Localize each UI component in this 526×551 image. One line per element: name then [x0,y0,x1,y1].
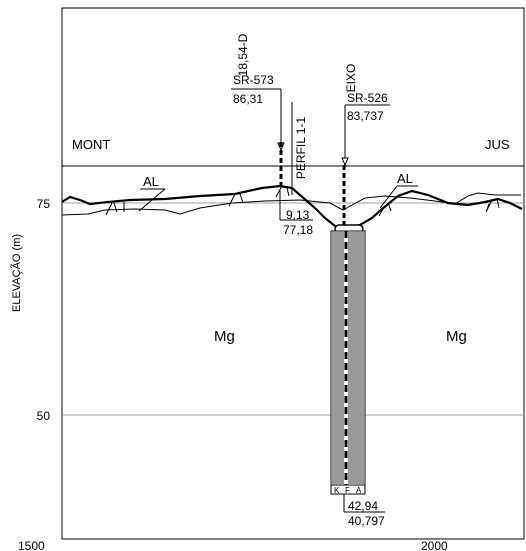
core-code-f: F [345,486,350,495]
axis-label: EIXO [344,64,358,93]
borehole-elevation: 83,737 [347,109,384,123]
upstream-label: MONT [72,137,110,152]
profile-label: PERFIL 1-1 [291,102,308,195]
y-tick-75: 75 [37,197,51,211]
y-axis-label: ELEVAÇÃO (m) [10,234,23,312]
x-tick-1500: 1500 [18,539,45,551]
weathering-ticks [105,185,500,217]
borehole-id: SR-526 [347,91,388,105]
svg-text:AL: AL [143,174,159,189]
borehole-sr-526: EIXO SR-526 83,737 K [330,64,390,528]
borehole-elevation: 86,31 [233,92,263,106]
borehole-bottom-elevation: 40,797 [348,514,385,528]
borehole-depth: 42,94 [348,499,378,513]
bedrock-contact [61,184,523,231]
alluvium-label-left: AL [138,174,166,212]
bedrock-label-right: Mg [446,328,467,345]
core-columns [330,230,366,486]
core-code-k: K [334,486,340,495]
bedrock-label-left: Mg [214,328,235,345]
plot-frame [61,7,525,540]
svg-text:AL: AL [397,171,413,186]
svg-text:PERFIL 1-1: PERFIL 1-1 [294,117,308,180]
downstream-label: JUS [485,137,510,152]
terrain-surface [61,192,521,216]
x-tick-2000: 2000 [421,539,448,551]
core-code-box [330,484,366,495]
borehole-offset-label: 18,54-D [236,33,250,76]
alluvium-label-right: AL [379,171,418,209]
borehole-sr-573: 18,54-D SR-573 86,31 9,13 77,18 [231,33,313,237]
borehole-depth: 9,13 [286,208,310,222]
core-code-a: A [356,486,362,495]
borehole-bottom-elevation: 77,18 [283,223,313,237]
y-tick-50: 50 [37,409,51,423]
borehole-id: SR-573 [233,73,274,87]
